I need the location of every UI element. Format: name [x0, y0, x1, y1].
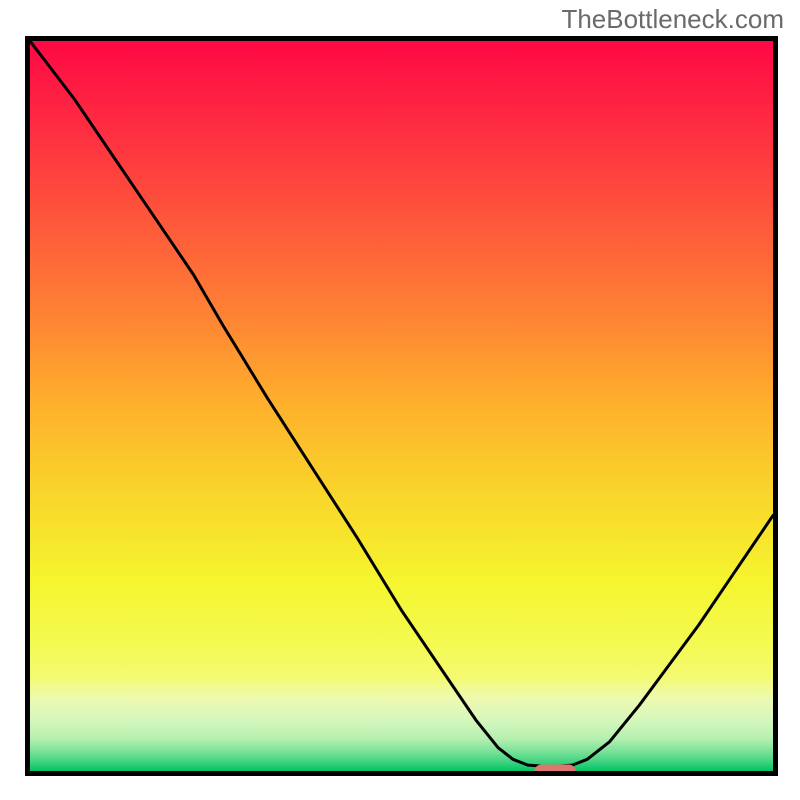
- chart-frame: TheBottleneck.com: [0, 0, 800, 800]
- curve-path: [30, 41, 773, 767]
- watermark-text: TheBottleneck.com: [561, 4, 784, 35]
- optimum-marker: [534, 764, 576, 776]
- curve-svg: [30, 41, 773, 771]
- plot-area: [25, 36, 778, 776]
